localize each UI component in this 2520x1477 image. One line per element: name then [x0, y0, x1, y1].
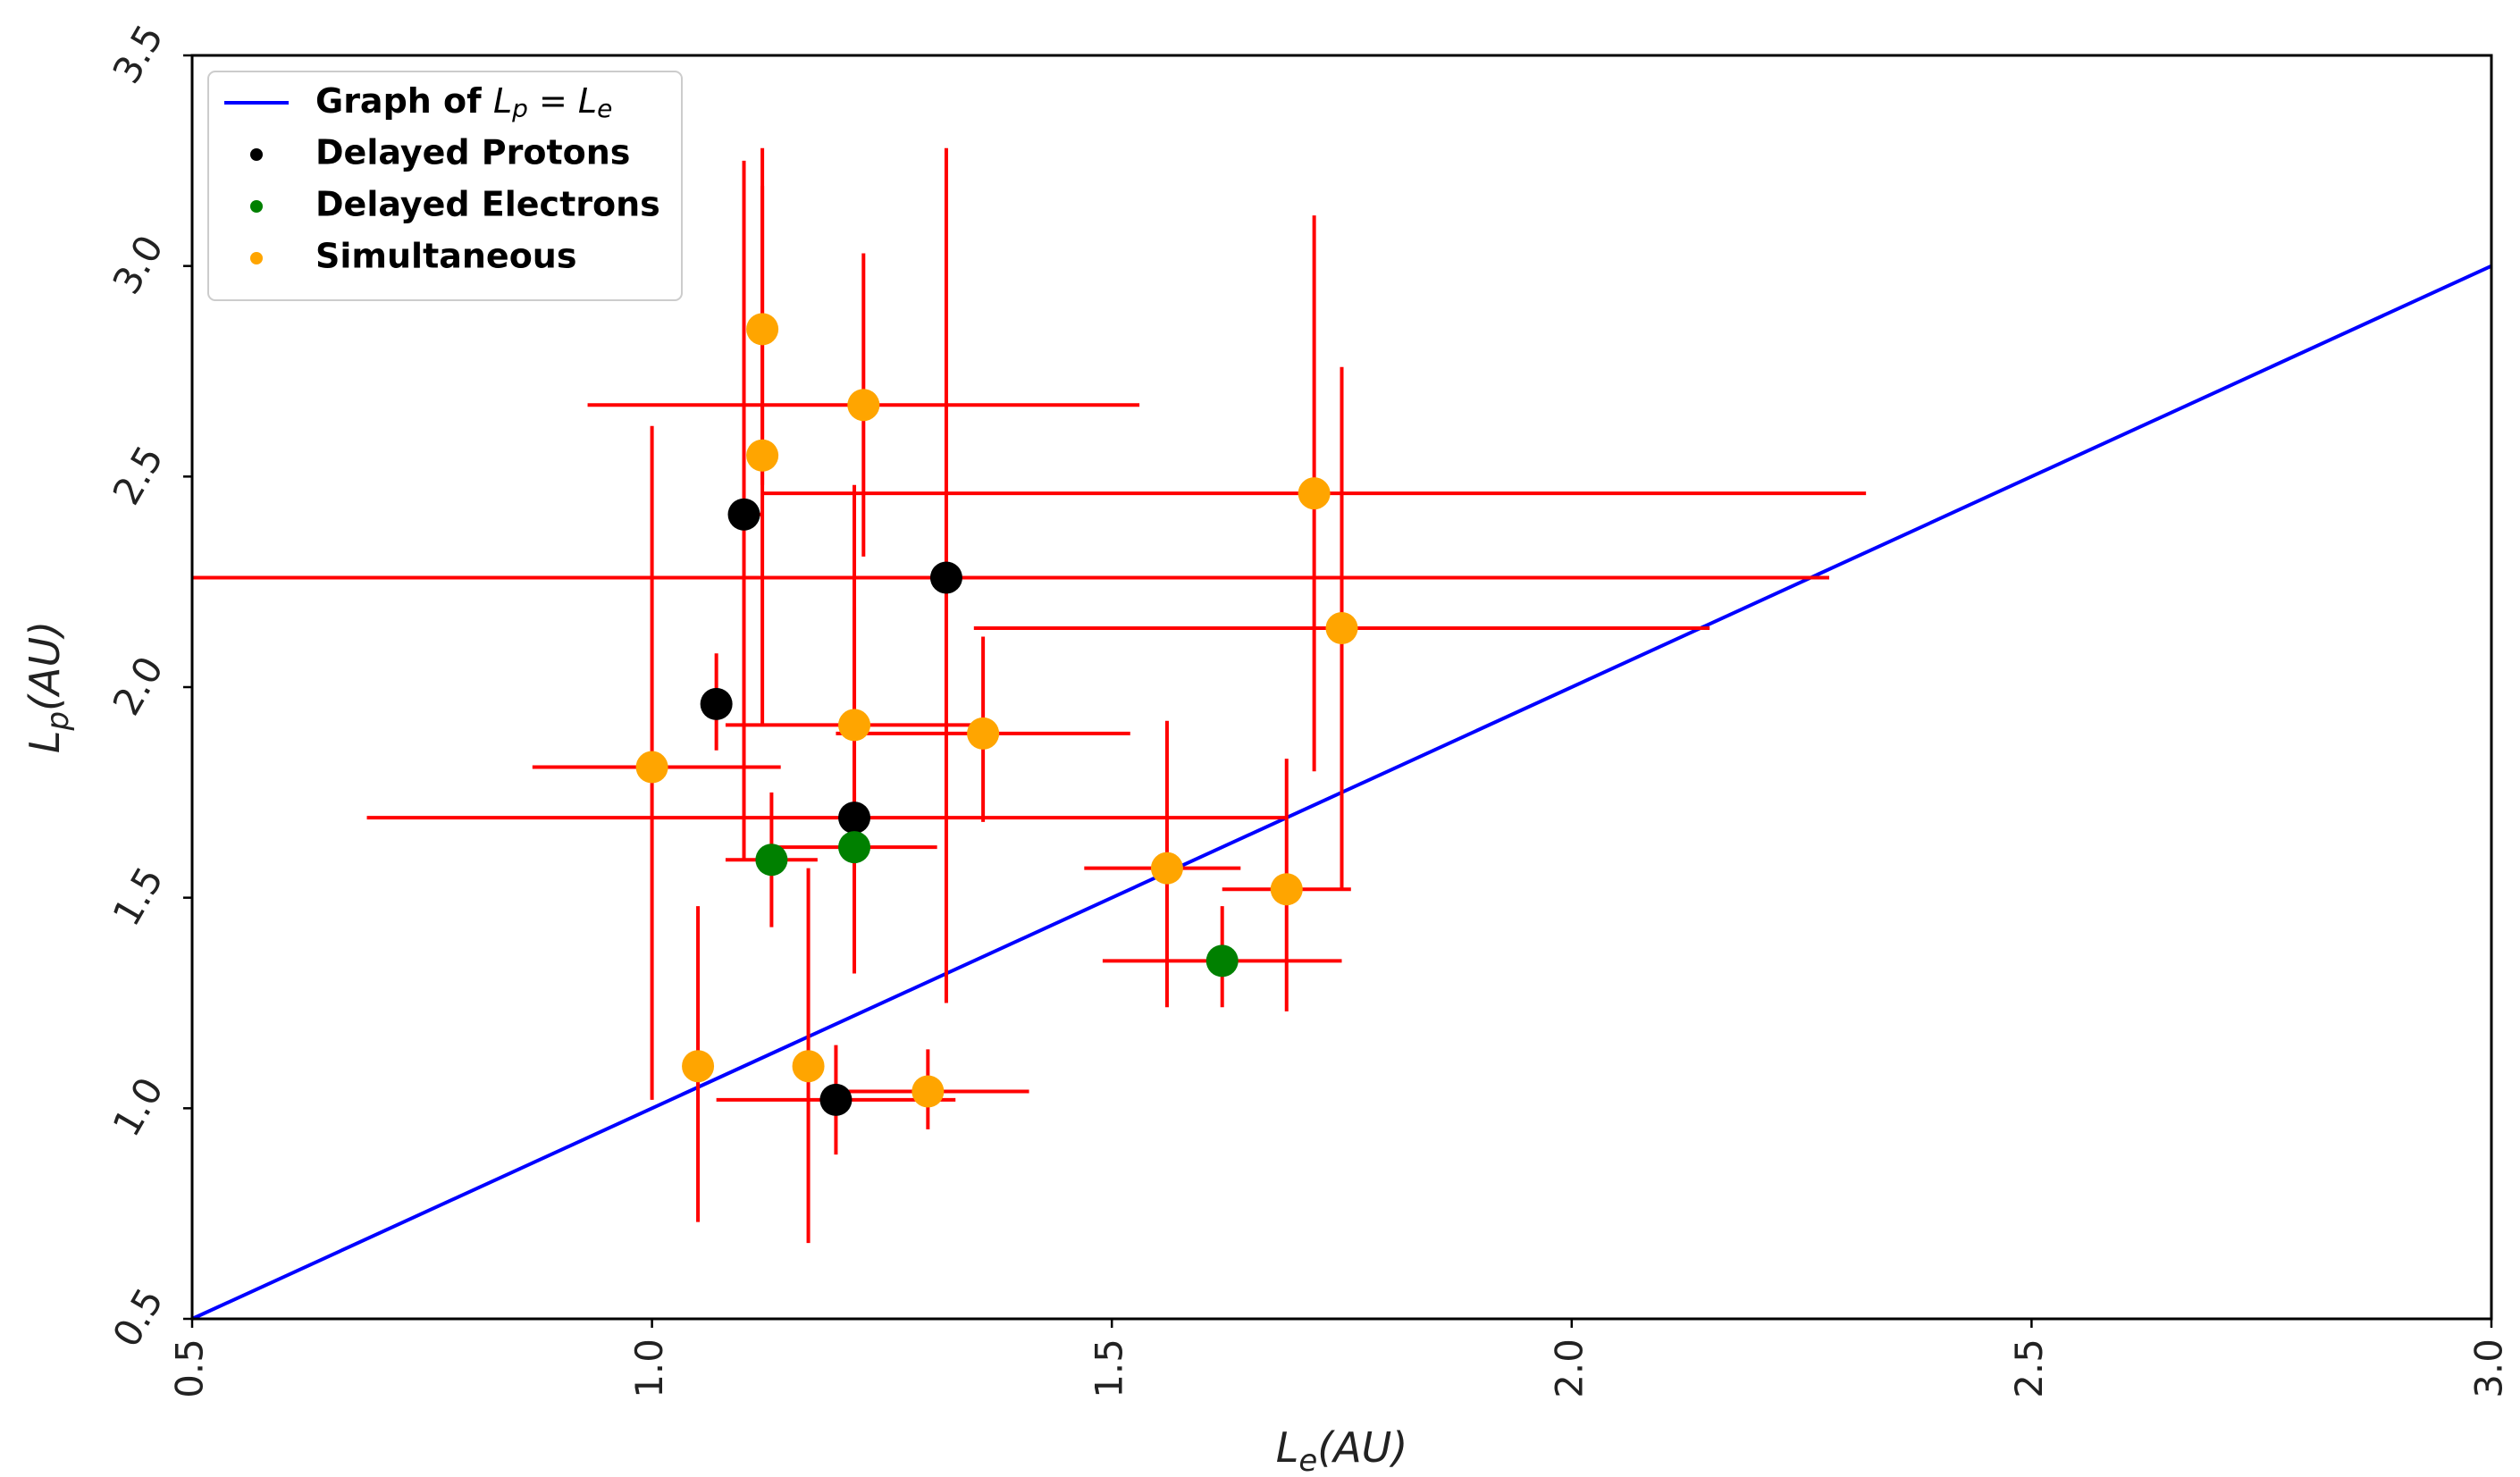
x-tick-label: 3.0	[2467, 1339, 2511, 1398]
data-point-simultaneous	[746, 439, 779, 472]
data-point-delayed-electrons	[755, 843, 788, 877]
legend-label: Graph of Lp = Le	[315, 81, 612, 124]
data-point-simultaneous	[1298, 477, 1331, 510]
x-tick-label: 1.5	[1088, 1339, 1131, 1398]
data-point-simultaneous	[911, 1075, 945, 1108]
x-tick-label: 0.5	[168, 1339, 212, 1398]
data-point-simultaneous	[1150, 852, 1183, 885]
data-point-simultaneous	[1325, 612, 1358, 645]
legend-marker-swatch	[250, 252, 263, 264]
x-tick-label: 2.5	[2007, 1339, 2051, 1398]
legend-marker-swatch	[250, 200, 263, 213]
data-point-delayed-protons	[727, 498, 760, 531]
data-point-delayed-protons	[819, 1083, 853, 1116]
data-point-delayed-electrons	[838, 831, 871, 864]
data-point-delayed-protons	[929, 561, 962, 594]
x-tick-label: 1.0	[627, 1339, 671, 1398]
legend-label: Delayed Protons	[315, 133, 630, 172]
y-axis-label: Lp(AU)	[21, 621, 76, 753]
data-point-simultaneous	[967, 717, 1000, 750]
plot-area	[191, 147, 2492, 1321]
legend: Graph of Lp = Le Delayed Protons Delayed E…	[207, 71, 683, 301]
legend-label: Delayed Electrons	[315, 185, 660, 224]
legend-label: Simultaneous	[315, 237, 576, 276]
data-point-delayed-protons	[838, 801, 871, 835]
data-point-delayed-protons	[700, 687, 733, 720]
data-point-delayed-electrons	[1205, 944, 1239, 978]
data-point-simultaneous	[847, 389, 880, 422]
legend-box	[207, 71, 683, 301]
x-tick-label: 2.0	[1547, 1339, 1591, 1398]
data-point-simultaneous	[682, 1050, 715, 1083]
x-axis-label: Le(AU)	[1276, 1423, 1408, 1473]
data-point-simultaneous	[1270, 873, 1303, 906]
data-point-simultaneous	[838, 709, 871, 742]
data-point-simultaneous	[792, 1050, 825, 1083]
data-point-simultaneous	[635, 751, 668, 784]
data-point-simultaneous	[746, 313, 779, 346]
legend-marker-swatch	[250, 148, 263, 161]
